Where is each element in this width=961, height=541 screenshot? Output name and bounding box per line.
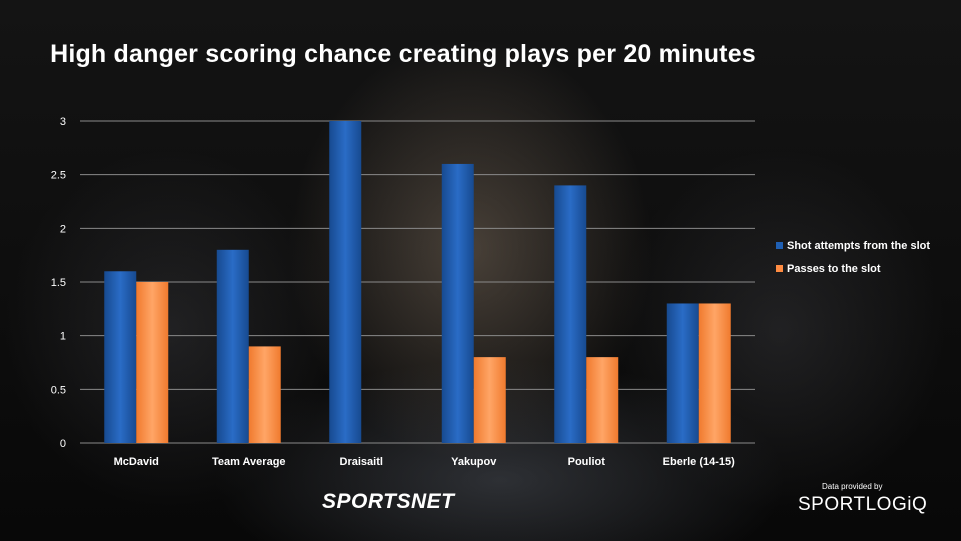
bar-shot-attempts-1 xyxy=(216,249,249,443)
gridlines xyxy=(80,120,755,444)
y-tick-label: 0 xyxy=(60,438,66,450)
x-axis-categories: McDavid Team Average Draisaitl Yakupov Pouli… xyxy=(114,456,736,468)
x-category-label: McDavid xyxy=(114,456,159,468)
bar-passes-3 xyxy=(473,357,506,443)
y-tick-label: 1.5 xyxy=(51,277,66,289)
legend-swatch xyxy=(776,265,783,272)
bar-shot-attempts-0 xyxy=(104,271,137,443)
bar-passes-5 xyxy=(698,303,731,443)
x-category-label: Draisaitl xyxy=(340,456,383,468)
x-category-label: Pouliot xyxy=(568,456,606,468)
bar-shot-attempts-2 xyxy=(329,121,362,443)
legend-swatch xyxy=(776,242,783,249)
y-tick-label: 3 xyxy=(60,116,66,128)
y-tick-label: 0.5 xyxy=(51,384,66,396)
sportlogiq-logo: SPORTLOGiQ xyxy=(798,494,928,515)
legend-label: Passes to the slot xyxy=(787,263,881,275)
chart-title: High danger scoring chance creating play… xyxy=(50,40,756,68)
bars xyxy=(104,121,731,443)
y-axis-ticks: 0 0.5 1 1.5 2 2.5 3 xyxy=(51,116,66,450)
legend-label: Shot attempts from the slot xyxy=(787,240,930,252)
bar-shot-attempts-5 xyxy=(666,303,699,443)
y-tick-label: 1 xyxy=(60,331,66,343)
bar-shot-attempts-3 xyxy=(441,163,474,443)
y-tick-label: 2 xyxy=(60,223,66,235)
x-category-label: Eberle (14-15) xyxy=(663,456,735,468)
y-tick-label: 2.5 xyxy=(51,170,66,182)
bar-shot-attempts-4 xyxy=(554,185,587,443)
bar-passes-0 xyxy=(136,282,169,443)
bar-passes-1 xyxy=(248,346,281,443)
sportsnet-logo: SPORTSNET xyxy=(322,490,455,513)
data-credit-label: Data provided by xyxy=(822,482,883,491)
bar-passes-4 xyxy=(586,357,619,443)
x-category-label: Yakupov xyxy=(451,456,497,468)
legend: Shot attempts from the slot Passes to the… xyxy=(776,240,930,275)
x-category-label: Team Average xyxy=(212,456,286,468)
